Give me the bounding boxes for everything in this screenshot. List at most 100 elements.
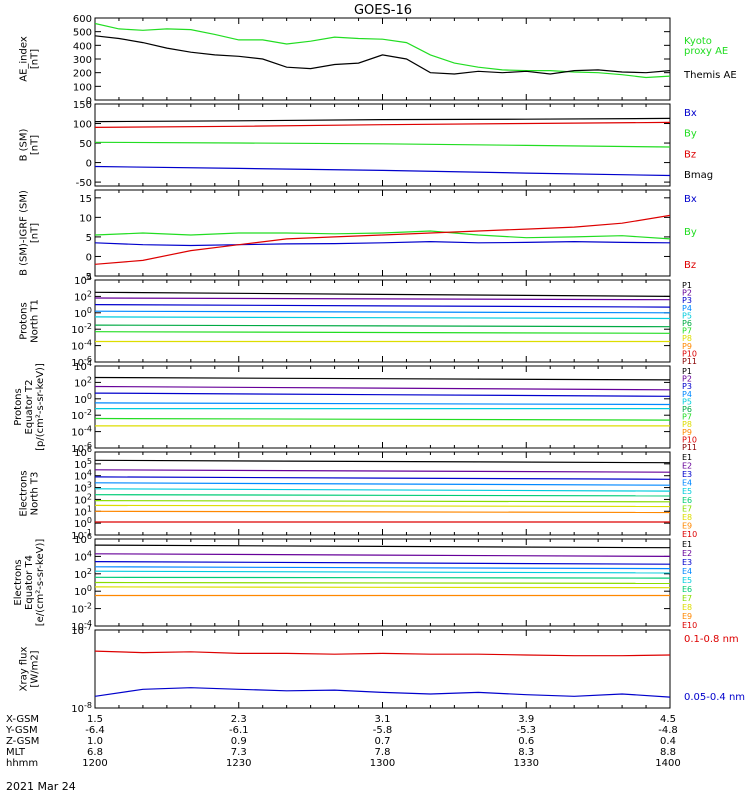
series-e3 [95,476,670,480]
series-themis-ae [95,35,670,75]
legend-item-e2: E2 [682,549,692,558]
y-tick-label: 100 [73,120,92,131]
y-tick-label: 200 [73,69,92,80]
legend-item-p3: P3 [682,382,692,391]
legend-item-e9: E9 [682,612,692,621]
series-kyoto-proxy-ae [95,22,670,79]
legend-item-p10: P10 [682,435,697,444]
y-tick-label: 0 [86,252,92,263]
series-p2 [95,385,670,391]
y-tick-label: 300 [73,55,92,66]
legend-item: Bmag [684,170,713,181]
panel-frame [94,279,671,363]
series-e9 [95,510,670,514]
legend-item-e5: E5 [682,487,692,496]
series-e8 [95,504,670,508]
time-axis-value: 1230 [226,758,251,769]
y-axis-label: [e/(cm²-s-sr-keV)] [35,539,46,627]
time-axis-value: -5.8 [373,725,393,736]
series-e2 [95,553,670,558]
series-p7 [95,417,670,421]
series-by [95,230,670,240]
legend-item-p7: P7 [682,413,692,422]
legend-item-e8: E8 [682,603,692,612]
y-axis-label: [nT] [30,135,41,155]
y-axis-label: Protons [19,302,30,339]
legend-item-p10: P10 [682,349,697,358]
legend-item-e6: E6 [682,585,692,594]
legend-item-p1: P1 [682,367,692,376]
legend-item-p1: P1 [682,281,692,290]
legend-item-e9: E9 [682,521,692,530]
y-tick-label: 15 [79,194,92,205]
legend-item-p9: P9 [682,342,692,351]
panel-xray: 10-7 10-8 Xray flux [W/m2] 0.1-0.8 nm 0.05-0.… [19,623,746,715]
time-axis-table: X-GSM 1.5 2.3 3.1 3.9 4.5 Y-GSM -6.4 -6.1 -5.8 -5.… [5,714,681,769]
y-tick-label: 106 [74,532,92,546]
time-axis-value: 1.0 [87,736,103,747]
legend-item-e3: E3 [682,470,692,479]
series-p1 [95,376,670,381]
legend-item-p7: P7 [682,327,692,336]
legend-item-p8: P8 [682,334,692,343]
series-p6 [95,324,670,328]
y-axis-label: AE_index [19,36,30,82]
series-e6 [95,576,670,579]
legend-item: 0.1-0.8 nm [684,634,739,645]
y-tick-label: 100 [73,82,92,93]
legend-item-e1: E1 [682,453,692,462]
panel-frame [94,17,671,101]
y-axis-label: Xray flux [19,647,30,692]
y-axis-label: Equator T2 [24,380,35,435]
y-tick-label: 102 [74,375,92,389]
y-axis-label: Electrons [19,470,30,516]
y-tick-label: 400 [73,41,92,52]
y-tick-label: 10-7 [71,623,92,637]
legend-item: Bx [684,194,697,205]
series-e2 [95,469,670,473]
series-e7 [95,500,670,503]
y-tick-label: 10 [79,213,92,224]
series-by [95,141,670,148]
series-e6 [95,494,670,497]
legend-item-e2: E2 [682,462,692,471]
legend-item-e7: E7 [682,594,692,603]
y-tick-label: 10-2 [71,322,92,336]
series-e5 [95,570,670,574]
legend-item-p4: P4 [682,390,692,399]
time-axis-value: -6.4 [85,725,105,736]
series-bz [95,121,670,128]
series-0-1-0-8-nm [95,650,670,657]
time-axis-value: 1330 [514,758,539,769]
legend-item: Bz [684,260,696,271]
plot-title: GOES-16 [354,3,412,18]
time-axis-value: 3.1 [375,714,391,725]
time-axis-value: 6.8 [87,747,103,758]
y-axis-label: [nT] [30,49,41,69]
y-axis-label: B (SM)-IGRF (SM) [19,190,30,276]
y-tick-label: 50 [79,139,92,150]
time-axis-value: 2.3 [231,714,247,725]
y-axis-label: Equator T4 [24,555,35,610]
y-tick-label: -5 [82,272,92,283]
y-axis-label: [nT] [30,223,41,243]
time-axis-value: 8.8 [660,747,676,758]
y-tick-label: 5 [86,233,92,244]
legend-item: Bz [684,149,696,160]
y-tick-label: 10-2 [71,408,92,422]
legend-item: Bx [684,108,697,119]
series-p4 [95,310,670,314]
legend-item-p6: P6 [682,319,692,328]
series-bmag [95,117,670,123]
time-axis-value: -4.8 [658,725,678,736]
time-axis-value: 7.3 [231,747,247,758]
time-axis-value: 3.9 [518,714,534,725]
y-axis-label: B (SM) [19,128,30,161]
legend-item: Themis AE [683,70,737,81]
time-axis-value: 1400 [655,758,680,769]
